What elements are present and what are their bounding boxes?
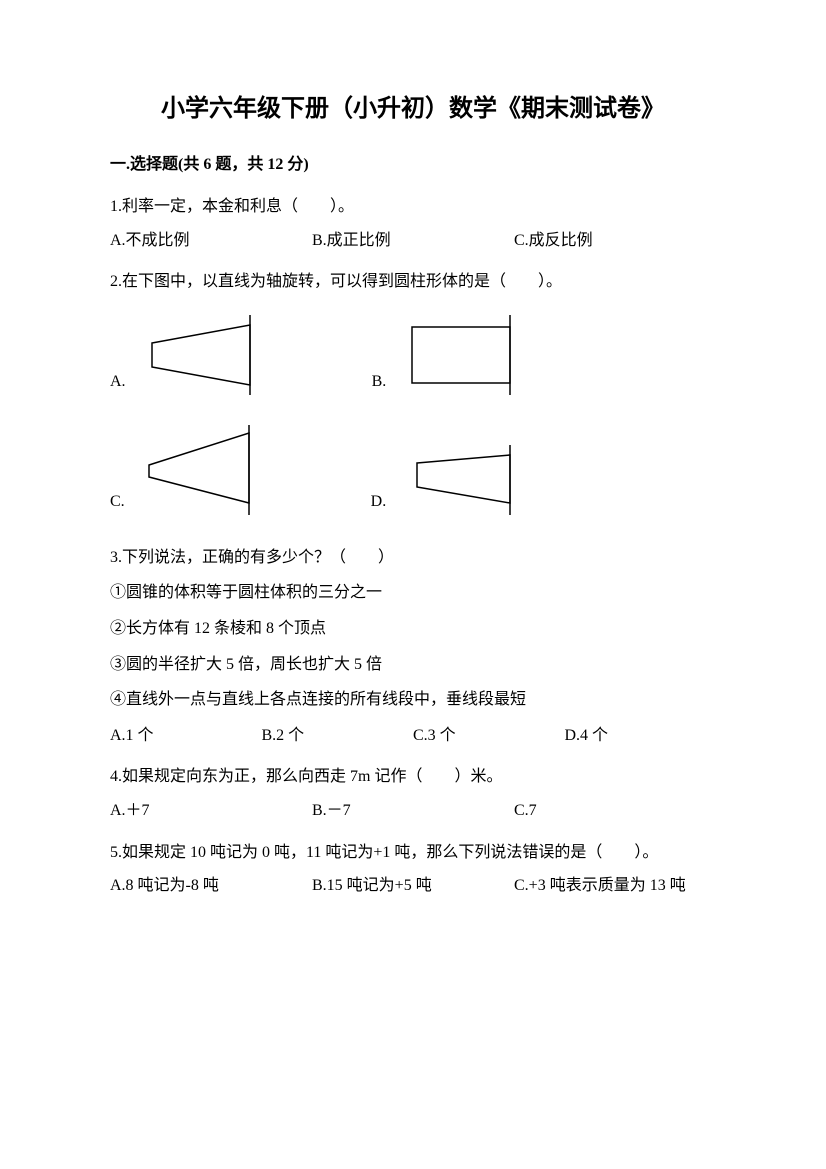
q5-optC: C.+3 吨表示质量为 13 吨: [514, 873, 716, 899]
q2-shape-b: B.: [372, 315, 533, 395]
q1-optA: A.不成比例: [110, 228, 312, 254]
q4-optA: A.＋7: [110, 798, 312, 824]
q1-text: 1.利率一定，本金和利息（ ）。: [110, 194, 716, 220]
q3-s1: ①圆锥的体积等于圆柱体积的三分之一: [110, 580, 716, 606]
q3-options: A.1 个 B.2 个 C.3 个 D.4 个: [110, 723, 716, 749]
q2-optA-label: A.: [110, 369, 126, 395]
q2-shapes-row1: A. B.: [110, 315, 716, 395]
q4-optB: B.－7: [312, 798, 514, 824]
q4-text: 4.如果规定向东为正，那么向西走 7m 记作（ ）米。: [110, 764, 716, 790]
q3-s3: ③圆的半径扩大 5 倍，周长也扩大 5 倍: [110, 652, 716, 678]
q3-optA: A.1 个: [110, 723, 262, 749]
q5-options: A.8 吨记为-8 吨 B.15 吨记为+5 吨 C.+3 吨表示质量为 13 …: [110, 873, 716, 899]
q2-optB-label: B.: [372, 369, 387, 395]
q1-optC: C.成反比例: [514, 228, 716, 254]
q2-text: 2.在下图中，以直线为轴旋转，可以得到圆柱形体的是（ ）。: [110, 269, 716, 295]
q5-optA: A.8 吨记为-8 吨: [110, 873, 312, 899]
question-1: 1.利率一定，本金和利息（ ）。 A.不成比例 B.成正比例 C.成反比例: [110, 194, 716, 253]
section-header: 一.选择题(共 6 题，共 12 分): [110, 152, 716, 178]
trapezoid-d-icon: [392, 445, 532, 515]
question-3: 3.下列说法，正确的有多少个？（ ） ①圆锥的体积等于圆柱体积的三分之一 ②长方…: [110, 545, 716, 749]
triangle-c-icon: [131, 425, 271, 515]
rectangle-b-icon: [392, 315, 532, 395]
q1-options: A.不成比例 B.成正比例 C.成反比例: [110, 228, 716, 254]
q3-s4: ④直线外一点与直线上各点连接的所有线段中，垂线段最短: [110, 687, 716, 713]
trapezoid-a-icon: [132, 315, 272, 395]
q5-text: 5.如果规定 10 吨记为 0 吨，11 吨记为+1 吨，那么下列说法错误的是（…: [110, 840, 716, 866]
q2-shape-a: A.: [110, 315, 272, 395]
q4-options: A.＋7 B.－7 C.7: [110, 798, 716, 824]
question-2: 2.在下图中，以直线为轴旋转，可以得到圆柱形体的是（ ）。 A. B. C.: [110, 269, 716, 515]
q3-text: 3.下列说法，正确的有多少个？（ ）: [110, 545, 716, 571]
q2-optC-label: C.: [110, 489, 125, 515]
q2-shape-d: D.: [371, 445, 533, 515]
q2-optD-label: D.: [371, 489, 387, 515]
q1-optB: B.成正比例: [312, 228, 514, 254]
q2-shapes-row2: C. D.: [110, 425, 716, 515]
q2-shape-c: C.: [110, 425, 271, 515]
q3-optD: D.4 个: [565, 723, 717, 749]
q3-optC: C.3 个: [413, 723, 565, 749]
question-4: 4.如果规定向东为正，那么向西走 7m 记作（ ）米。 A.＋7 B.－7 C.…: [110, 764, 716, 823]
q4-optC: C.7: [514, 798, 716, 824]
page-title: 小学六年级下册（小升初）数学《期末测试卷》: [110, 90, 716, 128]
q5-optB: B.15 吨记为+5 吨: [312, 873, 514, 899]
q3-optB: B.2 个: [262, 723, 414, 749]
q3-s2: ②长方体有 12 条棱和 8 个顶点: [110, 616, 716, 642]
question-5: 5.如果规定 10 吨记为 0 吨，11 吨记为+1 吨，那么下列说法错误的是（…: [110, 840, 716, 899]
